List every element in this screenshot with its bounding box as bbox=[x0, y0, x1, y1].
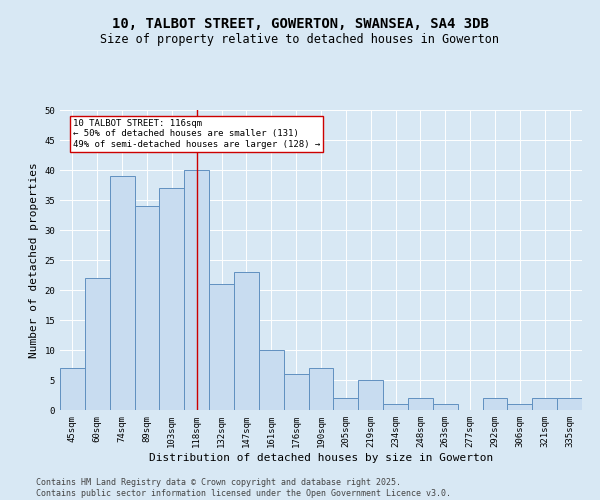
Bar bbox=[160, 188, 184, 410]
Y-axis label: Number of detached properties: Number of detached properties bbox=[29, 162, 39, 358]
Bar bbox=[259, 350, 284, 410]
Bar bbox=[408, 398, 433, 410]
Bar bbox=[308, 368, 334, 410]
Bar bbox=[234, 272, 259, 410]
Bar bbox=[433, 404, 458, 410]
Text: 10, TALBOT STREET, GOWERTON, SWANSEA, SA4 3DB: 10, TALBOT STREET, GOWERTON, SWANSEA, SA… bbox=[112, 18, 488, 32]
Text: Size of property relative to detached houses in Gowerton: Size of property relative to detached ho… bbox=[101, 32, 499, 46]
Bar bbox=[184, 170, 209, 410]
Bar bbox=[508, 404, 532, 410]
Bar bbox=[110, 176, 134, 410]
Bar bbox=[557, 398, 582, 410]
Bar bbox=[209, 284, 234, 410]
Bar bbox=[85, 278, 110, 410]
Bar bbox=[60, 368, 85, 410]
Text: Contains HM Land Registry data © Crown copyright and database right 2025.
Contai: Contains HM Land Registry data © Crown c… bbox=[36, 478, 451, 498]
Bar bbox=[532, 398, 557, 410]
Bar bbox=[482, 398, 508, 410]
Bar bbox=[358, 380, 383, 410]
Bar bbox=[284, 374, 308, 410]
X-axis label: Distribution of detached houses by size in Gowerton: Distribution of detached houses by size … bbox=[149, 452, 493, 462]
Bar bbox=[334, 398, 358, 410]
Text: 10 TALBOT STREET: 116sqm
← 50% of detached houses are smaller (131)
49% of semi-: 10 TALBOT STREET: 116sqm ← 50% of detach… bbox=[73, 119, 320, 149]
Bar bbox=[134, 206, 160, 410]
Bar bbox=[383, 404, 408, 410]
